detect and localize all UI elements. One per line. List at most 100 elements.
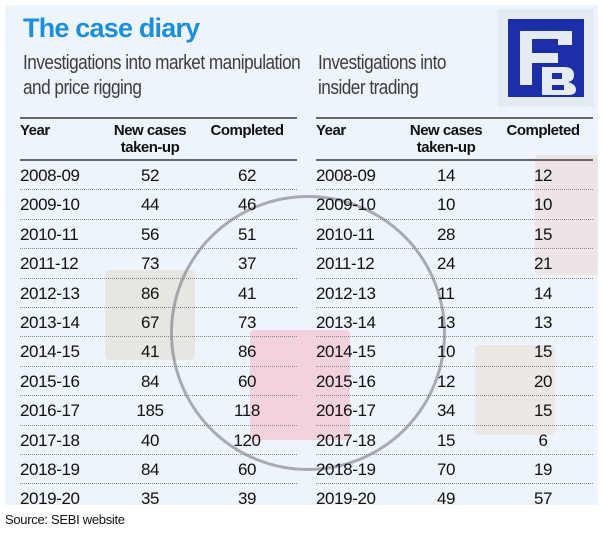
new-cases-cell: 10 <box>436 342 456 362</box>
column-header-year: Year <box>316 122 346 139</box>
year-cell: 2017-18 <box>20 430 80 450</box>
completed-cell: 14 <box>533 283 553 303</box>
table-row: 2009-10 44 46 <box>20 190 297 220</box>
year-cell: 2016-17 <box>20 401 80 421</box>
year-cell: 2008-09 <box>20 166 80 185</box>
year-cell: 2012-13 <box>20 283 80 303</box>
right-table-heading: Investigations into insider trading <box>318 52 446 99</box>
table-row: 2011-12 73 37 <box>20 249 297 279</box>
table-row: 2008-09 14 12 <box>316 161 593 191</box>
completed-cell: 62 <box>237 166 257 185</box>
table-row: 2016-17 34 15 <box>316 396 593 426</box>
new-cases-cell: 52 <box>140 166 160 185</box>
new-cases-cell: 34 <box>436 401 456 421</box>
table-row: 2013-14 67 73 <box>20 308 297 338</box>
market-manipulation-table: Year New cases taken-up Completed 2008-0… <box>20 117 297 505</box>
year-cell: 2019-20 <box>316 489 376 505</box>
page-title: The case diary <box>23 13 200 43</box>
new-cases-cell: 73 <box>140 254 160 274</box>
background-block <box>475 345 555 435</box>
completed-cell: 39 <box>237 489 257 505</box>
completed-cell: 73 <box>237 312 257 332</box>
year-cell: 2010-11 <box>20 224 79 244</box>
new-cases-cell: 13 <box>436 312 456 332</box>
column-header-completed: Completed <box>210 122 284 139</box>
completed-cell: 60 <box>237 459 257 479</box>
year-cell: 2013-14 <box>316 312 376 332</box>
year-cell: 2019-20 <box>20 489 80 505</box>
table-header: Year New cases taken-up Completed <box>316 117 593 161</box>
new-cases-cell: 49 <box>436 489 456 505</box>
completed-cell: 57 <box>533 489 553 505</box>
source-note: Source: SEBI website <box>5 512 125 527</box>
table-row: 2008-09 52 62 <box>20 161 297 191</box>
table-header: Year New cases taken-up Completed <box>20 117 297 161</box>
new-cases-cell: 41 <box>140 342 160 362</box>
table-row: 2015-16 84 60 <box>20 367 297 397</box>
completed-cell: 60 <box>237 371 257 391</box>
new-cases-cell: 10 <box>436 195 456 215</box>
year-cell: 2009-10 <box>316 195 376 215</box>
year-cell: 2018-19 <box>316 459 376 479</box>
completed-cell: 120 <box>233 430 261 450</box>
background-block <box>535 155 598 275</box>
table-row: 2017-18 15 6 <box>316 426 593 455</box>
sebi-logo <box>498 9 594 107</box>
table-row: 2019-20 49 57 <box>316 484 593 505</box>
new-cases-cell: 15 <box>436 430 456 450</box>
year-cell: 2009-10 <box>20 195 80 215</box>
table-row: 2018-19 70 19 <box>316 455 593 485</box>
table-row: 2013-14 13 13 <box>316 308 593 338</box>
new-cases-cell: 185 <box>136 401 164 421</box>
completed-cell: 86 <box>237 342 257 362</box>
table-row: 2012-13 86 41 <box>20 279 297 308</box>
insider-trading-table: Year New cases taken-up Completed 2008-0… <box>316 117 593 505</box>
table-row: 2015-16 12 20 <box>316 367 593 397</box>
completed-cell: 21 <box>533 254 553 274</box>
new-cases-cell: 40 <box>140 430 160 450</box>
table-row: 2009-10 10 10 <box>316 190 593 220</box>
year-cell: 2011-12 <box>316 254 375 274</box>
completed-cell: 20 <box>533 371 553 391</box>
column-header-completed: Completed <box>506 122 580 139</box>
new-cases-cell: 84 <box>140 371 160 391</box>
completed-cell: 13 <box>533 312 553 332</box>
column-header-new-cases: New cases taken-up <box>113 122 187 156</box>
table-row: 2017-18 40 120 <box>20 426 297 455</box>
year-cell: 2015-16 <box>20 371 80 391</box>
completed-cell: 19 <box>533 459 553 479</box>
magnifying-glass-graphic <box>170 195 446 471</box>
column-header-year: Year <box>20 122 50 139</box>
new-cases-cell: 24 <box>436 254 456 274</box>
year-cell: 2017-18 <box>316 430 376 450</box>
year-cell: 2010-11 <box>316 224 375 244</box>
completed-cell: 15 <box>533 401 553 421</box>
new-cases-cell: 44 <box>140 195 160 215</box>
completed-cell: 118 <box>234 401 260 421</box>
new-cases-cell: 12 <box>436 371 456 391</box>
table-row: 2018-19 84 60 <box>20 455 297 485</box>
completed-cell: 51 <box>237 224 257 244</box>
new-cases-cell: 35 <box>140 489 160 505</box>
completed-cell: 41 <box>237 283 257 303</box>
table-row: 2011-12 24 21 <box>316 249 593 279</box>
table-row: 2010-11 28 15 <box>316 220 593 250</box>
table-row: 2019-20 35 39 <box>20 484 297 505</box>
table-row: 2014-15 10 15 <box>316 337 593 367</box>
completed-cell: 6 <box>538 430 548 450</box>
new-cases-cell: 11 <box>437 283 455 303</box>
year-cell: 2008-09 <box>316 166 376 185</box>
new-cases-cell: 28 <box>436 224 456 244</box>
new-cases-cell: 86 <box>140 283 160 303</box>
left-table-heading: Investigations into market manipulation … <box>23 52 301 99</box>
year-cell: 2015-16 <box>316 371 376 391</box>
new-cases-cell: 14 <box>436 166 456 185</box>
new-cases-cell: 56 <box>140 224 160 244</box>
completed-cell: 46 <box>237 195 257 215</box>
year-cell: 2013-14 <box>20 312 80 332</box>
completed-cell: 12 <box>533 166 553 185</box>
column-header-new-cases: New cases taken-up <box>409 122 483 156</box>
year-cell: 2014-15 <box>316 342 376 362</box>
table-row: 2016-17 185 118 <box>20 396 297 426</box>
new-cases-cell: 84 <box>140 459 160 479</box>
